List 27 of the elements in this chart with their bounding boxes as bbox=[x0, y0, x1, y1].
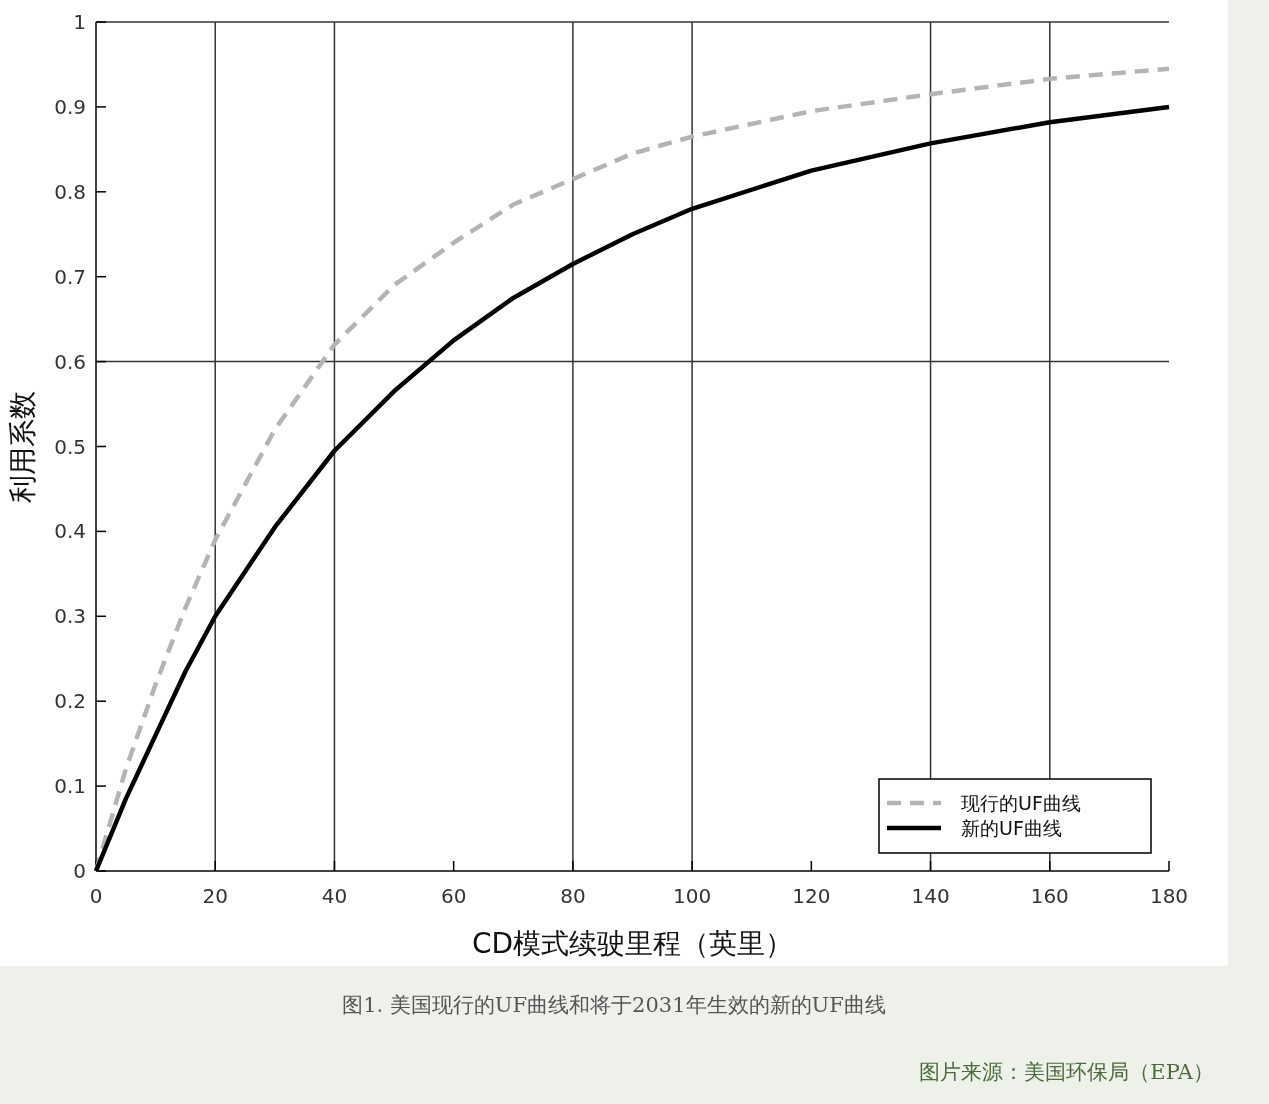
x-tick-label: 100 bbox=[673, 884, 712, 908]
caption: 图1. 美国现行的UF曲线和将于2031年生效的新的UF曲线 bbox=[342, 993, 886, 1017]
y-tick-label: 1 bbox=[73, 10, 86, 34]
y-tick-label: 0.2 bbox=[54, 689, 86, 714]
y-tick-label: 0.6 bbox=[54, 349, 86, 374]
x-tick-label: 40 bbox=[321, 884, 348, 908]
x-tick-label: 60 bbox=[440, 884, 467, 908]
x-tick-label: 0 bbox=[89, 884, 103, 908]
legend-label: 现行的UF曲线 bbox=[961, 792, 1081, 814]
y-tick-label: 0.3 bbox=[54, 604, 86, 629]
text: 图片来源：美国环保局（EPA） bbox=[919, 1060, 1214, 1084]
y-tick-label: 0.4 bbox=[54, 519, 86, 544]
y-tick-label: 0.8 bbox=[54, 179, 86, 204]
x-tick-label: 180 bbox=[1149, 884, 1189, 908]
x-tick-label: 140 bbox=[911, 884, 950, 908]
y-tick-label: 0.1 bbox=[54, 774, 86, 799]
y-tick-label: 0.7 bbox=[54, 264, 86, 289]
x-tick-label: 120 bbox=[792, 884, 831, 908]
y-axis-title: 利用系数 bbox=[6, 390, 39, 503]
y-tick-label: 0.9 bbox=[54, 94, 86, 119]
y-tick-label: 0 bbox=[73, 859, 86, 883]
y-tick-label: 0.5 bbox=[54, 434, 86, 459]
x-tick-label: 80 bbox=[560, 884, 586, 908]
x-tick-label: 20 bbox=[202, 884, 228, 908]
legend-label: 新的UF曲线 bbox=[961, 817, 1062, 839]
x-tick-label: 160 bbox=[1030, 884, 1069, 908]
x-axis-title: CD模式续驶里程（英里） bbox=[471, 927, 794, 960]
